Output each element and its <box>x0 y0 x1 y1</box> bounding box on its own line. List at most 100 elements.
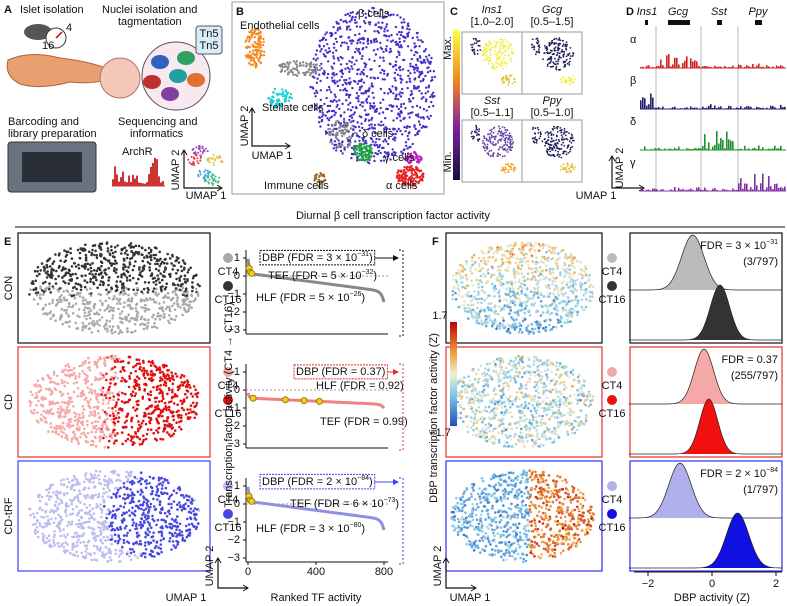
track-peak <box>730 140 732 150</box>
cell-dot <box>131 268 135 272</box>
cell-dot <box>75 381 79 384</box>
cell-dot <box>487 152 490 155</box>
cell-dot <box>119 370 122 373</box>
cell-dot <box>387 92 390 95</box>
cell-dot <box>355 132 359 135</box>
cell-dot <box>425 98 428 101</box>
cell-dot <box>171 304 174 308</box>
cell-dot <box>82 540 86 544</box>
cell-dot <box>512 52 515 55</box>
cell-dot <box>118 407 121 411</box>
cell-dot <box>409 145 412 149</box>
cell-dot <box>400 103 403 106</box>
track-peak <box>700 148 702 150</box>
cell-dot <box>77 525 80 529</box>
cell-dot <box>74 377 77 380</box>
cell-dot <box>548 44 551 47</box>
cell-dot <box>503 63 506 65</box>
cell-dot <box>72 405 75 408</box>
cell-dot <box>143 256 146 259</box>
cell-dot <box>89 266 93 270</box>
cell-dot <box>154 317 157 321</box>
cell-dot <box>473 51 476 54</box>
cell-dot <box>417 75 421 79</box>
cell-dot <box>79 247 82 250</box>
cell-dot <box>149 428 153 432</box>
cell-dot <box>259 30 262 34</box>
cell-dot <box>188 161 191 164</box>
cell-dot <box>505 163 507 166</box>
label: Gcg <box>542 4 563 16</box>
label: tagmentation <box>118 16 182 28</box>
cell-dot <box>151 315 154 319</box>
cell-dot <box>427 66 430 69</box>
cell-dot <box>94 249 97 253</box>
cell-dot <box>406 22 410 25</box>
cell-dot <box>384 48 388 51</box>
annotation-part: −26 <box>350 291 362 298</box>
track-peak <box>684 107 686 109</box>
cell-dot <box>355 25 359 28</box>
cell-dot <box>351 133 355 136</box>
cell-dot <box>572 52 575 55</box>
cell-dot <box>101 283 105 287</box>
cell-dot <box>258 57 262 60</box>
label: Stellate cells <box>262 102 324 114</box>
cell-dot <box>123 421 127 424</box>
cell-dot <box>383 151 387 154</box>
cell-dot <box>147 246 151 250</box>
cell-dot <box>553 38 555 41</box>
cell-dot <box>329 116 332 120</box>
cell-dot <box>98 283 102 287</box>
cell-dot <box>162 430 165 433</box>
cell-dot <box>125 279 129 282</box>
cell-dot <box>73 285 76 289</box>
track-peak <box>146 182 148 186</box>
cell-dot <box>77 308 81 311</box>
cell-dot <box>95 254 99 257</box>
cell-dot <box>117 332 121 335</box>
cell-dot <box>104 258 108 261</box>
cell-dot <box>499 38 501 41</box>
cell-dot <box>549 51 552 54</box>
cell-dot <box>486 56 489 59</box>
cell-dot <box>134 260 137 263</box>
cell-dot <box>110 436 113 439</box>
cell-dot <box>335 100 338 103</box>
cell-dot <box>167 405 171 409</box>
cell-dot <box>112 395 116 398</box>
cell-dot <box>564 166 567 169</box>
cell-dot <box>352 128 355 131</box>
cell-dot <box>59 259 62 263</box>
cell-dot <box>91 244 95 248</box>
cell-dot <box>71 289 74 293</box>
cell-dot <box>374 37 378 41</box>
track-peak <box>762 107 764 109</box>
cell-dot <box>505 168 507 171</box>
cell-dot <box>557 43 560 45</box>
cell-dot <box>159 411 163 415</box>
cell-dot <box>55 303 59 306</box>
cell-dot <box>185 396 189 399</box>
cell-dot <box>314 59 318 62</box>
cell-dot <box>135 282 138 285</box>
cell-dot <box>333 140 337 143</box>
cell-dot <box>140 315 144 319</box>
cell-dot <box>343 146 346 149</box>
cell-dot <box>61 369 65 372</box>
cell-dot <box>536 42 539 45</box>
cell-dot <box>196 291 199 295</box>
cell-dot <box>566 62 569 65</box>
cell-dot <box>80 364 84 367</box>
cell-dot <box>152 253 156 257</box>
cell-dot <box>107 304 110 307</box>
cell-dot <box>112 442 116 445</box>
cell-dot <box>336 29 339 32</box>
cell-dot <box>53 530 56 533</box>
cell-dot <box>89 443 93 447</box>
cell-dot <box>163 423 167 427</box>
cell-dot <box>308 68 311 71</box>
cell-dot <box>89 316 92 320</box>
cell-dot <box>142 434 145 438</box>
cell-dot <box>165 424 169 427</box>
